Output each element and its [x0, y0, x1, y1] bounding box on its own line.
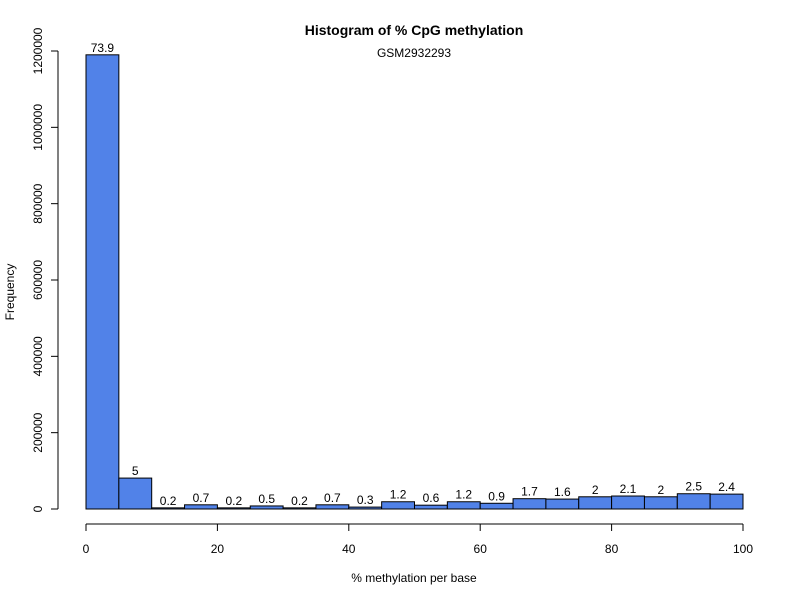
bar-labels-layer: 73.9 5 0.2 0.7 0.2 0.5 0.2 0.7 0.3 1.2 0.6 1.2 0.9 1.… — [91, 41, 735, 508]
bar-value-label-18: 2.5 — [685, 480, 702, 494]
histogram-bar-10 — [414, 504, 448, 510]
bar-value-label-15: 2 — [592, 483, 599, 497]
histogram-bar-4 — [216, 507, 251, 510]
histogram-bar-3 — [184, 504, 218, 510]
histogram-bar-15 — [578, 496, 613, 510]
y-axis: 0 200000 400000 600000 800000 1000000 1200000 — [31, 27, 59, 512]
bar-value-label-12: 0.9 — [488, 489, 505, 503]
bar-value-label-11: 1.2 — [455, 488, 472, 502]
histogram-bar-6 — [282, 507, 317, 510]
y-tick-label-3: 600000 — [31, 260, 45, 300]
x-axis: 0 20 40 60 80 100 — [83, 523, 753, 556]
bar-value-label-5: 0.5 — [258, 492, 275, 506]
bar-value-label-9: 1.2 — [390, 488, 407, 502]
histogram-bar-11 — [446, 501, 481, 510]
x-tick-label-0: 0 — [83, 542, 90, 556]
bar-value-label-4: 0.2 — [225, 494, 242, 508]
histogram-bar-14 — [545, 498, 580, 510]
y-tick-label-6: 1200000 — [31, 27, 45, 74]
histogram-bar-1 — [118, 477, 153, 510]
histogram-bar-12 — [479, 502, 514, 510]
bar-value-label-0: 73.9 — [91, 41, 115, 55]
x-tick-label-4: 80 — [605, 542, 619, 556]
histogram-bar-2 — [151, 507, 186, 510]
bar-value-label-14: 1.6 — [554, 485, 571, 499]
x-tick-label-3: 60 — [474, 542, 488, 556]
y-tick-label-4: 800000 — [31, 183, 45, 223]
bar-value-label-16: 2.1 — [620, 482, 637, 496]
x-axis-label: % methylation per base — [351, 571, 477, 585]
x-tick-label-1: 20 — [211, 542, 225, 556]
y-tick-label-2: 400000 — [31, 336, 45, 376]
histogram-bar-19 — [709, 493, 744, 510]
bar-value-label-3: 0.7 — [193, 491, 210, 505]
bar-value-label-7: 0.7 — [324, 491, 341, 505]
histogram-bar-9 — [381, 501, 415, 510]
histogram-bar-0 — [85, 54, 120, 510]
x-tick-label-5: 100 — [733, 542, 753, 556]
y-axis-label: Frequency — [3, 264, 17, 321]
histogram-bar-7 — [315, 504, 350, 510]
bar-value-label-10: 0.6 — [423, 491, 440, 505]
x-tick-label-2: 40 — [342, 542, 356, 556]
histogram-bar-17 — [643, 496, 678, 510]
bar-value-label-6: 0.2 — [291, 494, 308, 508]
y-tick-label-1: 200000 — [31, 412, 45, 452]
histogram-bar-13 — [512, 498, 547, 510]
chart-subtitle: GSM2932293 — [377, 46, 451, 60]
bar-value-label-19: 2.4 — [718, 480, 735, 494]
bar-value-label-13: 1.7 — [521, 485, 538, 499]
bar-value-label-1: 5 — [132, 464, 139, 478]
histogram-bar-5 — [249, 505, 284, 510]
y-tick-label-0: 0 — [31, 505, 45, 512]
histogram-bar-8 — [348, 506, 383, 510]
bar-value-label-2: 0.2 — [160, 494, 177, 508]
bar-value-label-8: 0.3 — [357, 493, 374, 507]
histogram-bar-18 — [676, 493, 711, 510]
y-tick-label-5: 1000000 — [31, 104, 45, 151]
bar-value-label-17: 2 — [658, 483, 665, 497]
chart-title: Histogram of % CpG methylation — [305, 22, 524, 38]
histogram-bar-16 — [611, 495, 645, 510]
bars-layer — [85, 54, 744, 510]
